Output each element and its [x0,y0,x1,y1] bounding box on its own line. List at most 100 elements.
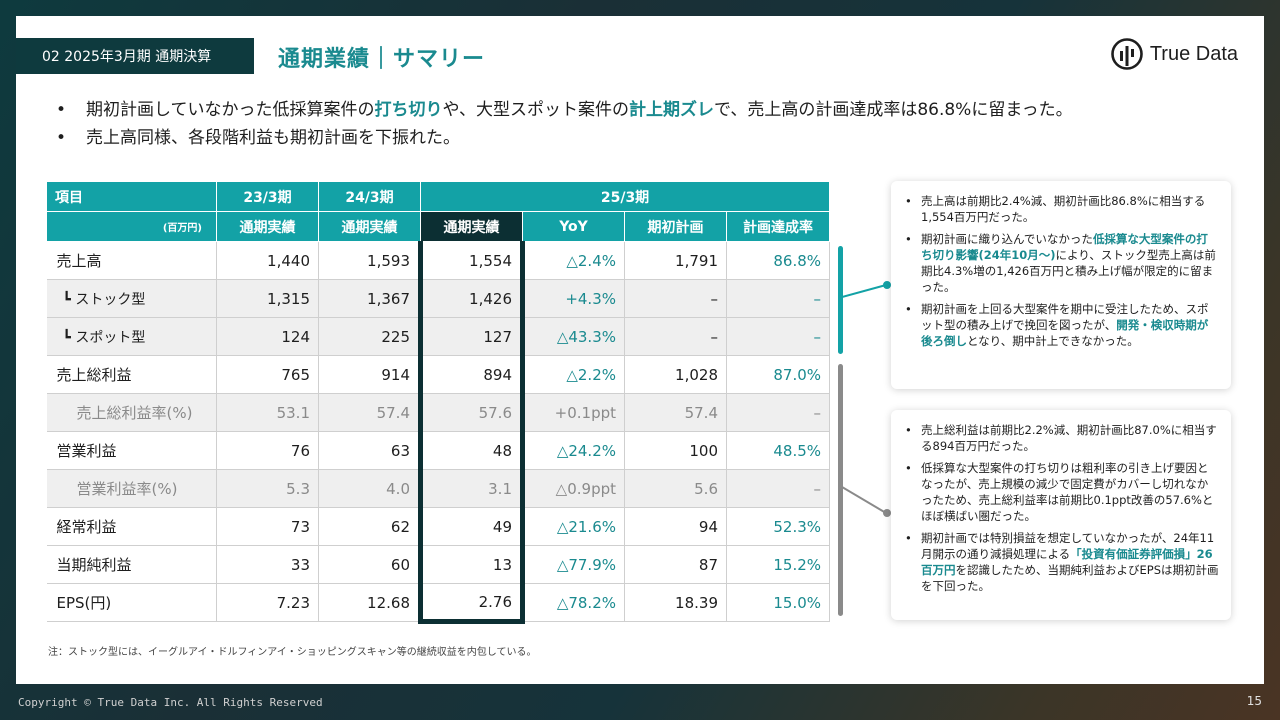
header-item: 項目 [46,181,217,212]
subheader-current: 通期実績 [420,211,523,242]
note-text: 期初計画を上回る大型案件を期中に受注したため、スポット型の積み上げで挽回を図った… [921,302,1209,332]
note-item: 低採算な大型案件の打ち切りは粗利率の引き上げ要因となったが、売上規模の減少で固定… [903,460,1219,524]
highlight-text: 低採算な大型案件の打ち切り影響(24年10月～) [921,232,1208,262]
cell-ach: 52.3% [726,507,831,546]
row-label: 売上高 [46,241,217,280]
cell-v23: 73 [216,507,319,546]
cell-v23: 765 [216,355,319,394]
note-item: 売上高は前期比2.4%減、期初計画比86.8%に相当する1,554百万円だった。 [903,193,1219,225]
cell-ach: 15.2% [726,545,831,584]
cell-v23: 33 [216,545,319,584]
note-item: 売上総利益は前期比2.2%減、期初計画比87.0%に相当する894百万円だった。 [903,422,1219,454]
highlight-text: 打ち切り [374,100,443,120]
cell-ach: 15.0% [726,583,831,622]
note-item: 期初計画を上回る大型案件を期中に受注したため、スポット型の積み上げで挽回を図った… [903,301,1219,349]
bullet-text: 期初計画していなかった低採算案件の [86,100,375,120]
table-row: 当期純利益 33 60 13 △77.9% 87 15.2% [46,545,831,584]
section-tag: 02 2025年3月期 通期決算 [16,38,254,74]
cell-v25: 49 [418,507,525,546]
cell-v25: 127 [418,317,525,356]
table-header-row-2: (百万円) 通期実績 通期実績 通期実績 YoY 期初計画 計画達成率 [46,211,831,242]
cell-v25: 1,554 [418,241,525,280]
note-item: 期初計画に織り込んでいなかった低採算な大型案件の打ち切り影響(24年10月～)に… [903,231,1219,295]
cell-ach: – [726,279,831,318]
company-logo: True Data [1110,36,1238,72]
table-row: 売上総利益 765 914 894 △2.2% 1,028 87.0% [46,355,831,394]
table-row: 売上総利益率(%) 53.1 57.4 57.6 +0.1ppt 57.4– [46,393,831,432]
slide: 02 2025年3月期 通期決算 通期業績｜サマリー True Data 期初計… [16,16,1264,684]
cell-yoy: △2.2% [522,355,625,394]
cell-v25: 1,426 [418,279,525,318]
subheader: 計画達成率 [725,211,831,242]
cell-v24: 914 [318,355,421,394]
page-title: 通期業績｜サマリー [278,47,486,72]
logo-text: True Data [1149,42,1238,65]
cell-plan: 94 [624,507,727,546]
connector-line-2 [842,486,891,517]
cell-plan: 100 [624,431,727,470]
cell-yoy: +4.3% [522,279,625,318]
table-row: EPS(円) 7.23 12.68 2.76 △78.2% 18.39 15.0% [46,583,831,624]
cell-v23: 7.23 [216,583,319,622]
cell-v24: 60 [318,545,421,584]
note-text: 低採算な大型案件の打ち切りは粗利率の引き上げ要因となったが、売上規模の減少で固定… [921,461,1214,523]
table-body: 売上高 1,440 1,593 1,554 △2.4% 1,791 86.8% ┗ ストック型… [46,241,831,624]
subheader: YoY [522,211,625,242]
highlight-text: 開発・検収時期が後ろ倒し [921,318,1209,348]
cell-v24: 225 [318,317,421,356]
table-row: 営業利益率(%) 5.3 4.0 3.1 △0.9ppt 5.6– [46,469,831,508]
cell-ach: – [726,393,831,432]
cell-yoy: △77.9% [522,545,625,584]
cell-yoy: △24.2% [522,431,625,470]
copyright: Copyright © True Data Inc. All Rights Re… [18,696,323,709]
note-text: となり、期中計上できなかった。 [967,334,1139,348]
cell-ach: 87.0% [726,355,831,394]
header-unit: (百万円) [46,211,217,242]
summary-bullet: 売上高同様、各段階利益も期初計画を下振れた。 [56,124,1236,152]
bullet-text: で、売上高の計画達成率は86.8%に留まった。 [714,100,1073,120]
note-box-revenue: 売上高は前期比2.4%減、期初計画比86.8%に相当する1,554百万円だった。… [891,181,1231,389]
cell-plan: 57.4 [624,393,727,432]
cell-v25: 57.6 [418,393,525,432]
cell-v23: 53.1 [216,393,319,432]
note-box-profit: 売上総利益は前期比2.2%減、期初計画比87.0%に相当する894百万円だった。… [891,410,1231,620]
note-item: 期初計画では特別損益を想定していなかったが、24年11月開示の通り減損処理による… [903,530,1219,594]
cell-yoy: △43.3% [522,317,625,356]
subheader: 通期実績 [216,211,319,242]
footnote: 注：ストック型には、イーグルアイ・ドルフィンアイ・ショッピングスキャン等の継続収… [48,647,537,658]
row-label: 営業利益率(%) [46,469,217,508]
true-data-logo-icon [1111,38,1143,70]
header-fy25: 25/3期 [419,181,831,212]
cell-v24: 63 [318,431,421,470]
cell-v23: 124 [216,317,319,356]
note-text: 売上高は前期比2.4%減、期初計画比86.8%に相当する1,554百万円だった。 [921,194,1206,224]
table-row: 営業利益 76 63 48 △24.2% 100 48.5% [46,431,831,470]
note-text: を認識したため、当期純利益およびEPSは期初計画を下回った。 [921,563,1219,593]
table-row: 売上高 1,440 1,593 1,554 △2.4% 1,791 86.8% [46,241,831,280]
row-label: 売上総利益 [46,355,217,394]
note-text: 期初計画では特別損益を想定していなかったが、24年11月開示の通り減損処理による [921,531,1215,561]
note-text: 売上総利益は前期比2.2%減、期初計画比87.0%に相当する894百万円だった。 [921,423,1217,453]
cell-ach: 86.8% [726,241,831,280]
cell-v25: 894 [418,355,525,394]
cell-v23: 76 [216,431,319,470]
cell-v23: 1,315 [216,279,319,318]
cell-v23: 5.3 [216,469,319,508]
cell-v25: 3.1 [418,469,525,508]
cell-ach: – [726,469,831,508]
bullet-text: 売上高同様、各段階利益も期初計画を下振れた。 [86,128,460,148]
financial-summary-table: 項目 23/3期 24/3期 25/3期 (百万円) 通期実績 通期実績 通期実… [46,181,831,624]
page-number: 15 [1246,694,1262,708]
cell-ach: 48.5% [726,431,831,470]
row-label: 売上総利益率(%) [46,393,217,432]
cell-yoy: △78.2% [522,583,625,622]
bullet-text: や、大型スポット案件の [442,100,630,120]
row-label: EPS(円) [46,583,217,622]
note-text: 期初計画に織り込んでいなかった [921,232,1093,246]
connector-line-1 [842,281,891,298]
highlight-text: 計上期ズレ [629,100,714,120]
cell-v25: 13 [418,545,525,584]
row-label: 当期純利益 [46,545,217,584]
cell-plan: – [624,317,727,356]
cell-v24: 12.68 [318,583,421,622]
